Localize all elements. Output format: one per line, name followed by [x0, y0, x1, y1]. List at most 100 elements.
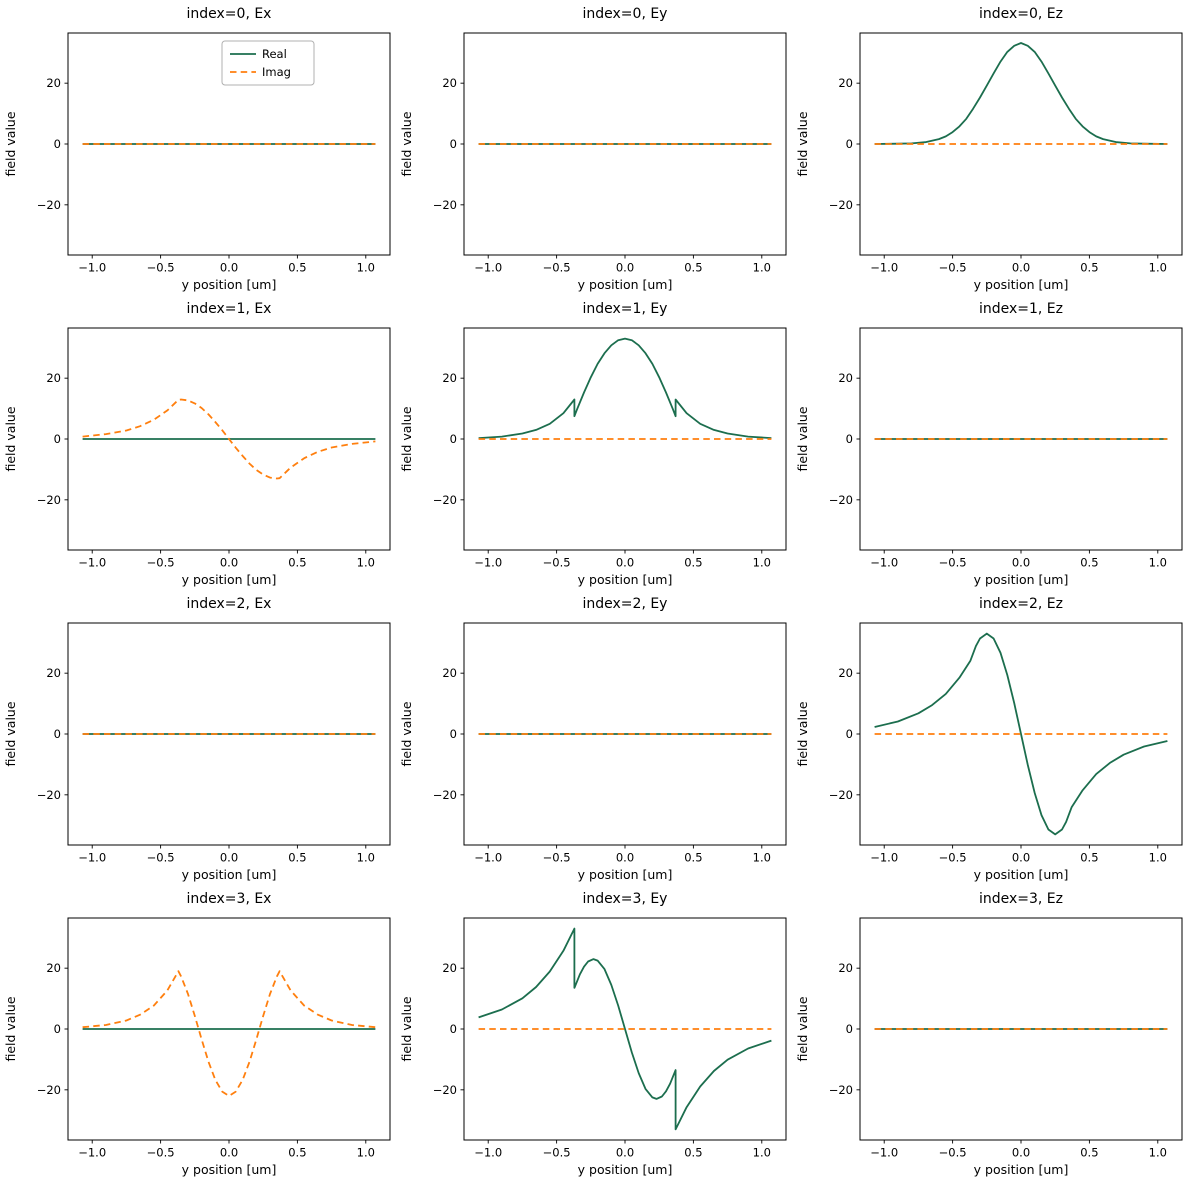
axes-frame: [463, 327, 787, 551]
x-tick-label: 1.0: [1149, 851, 1167, 865]
x-tick-label: 0.0: [220, 851, 238, 865]
legend-box: [221, 40, 315, 86]
axes-frame: [463, 917, 787, 1141]
x-axis-label: y position [um]: [182, 867, 277, 882]
y-tick-label: 20: [442, 961, 457, 975]
x-tick-label: 0.0: [220, 261, 238, 275]
y-axis-label: field value: [3, 406, 18, 471]
x-tick-label: 0.5: [684, 1146, 702, 1160]
y-tick-label: 20: [46, 76, 61, 90]
x-tick-label: 0.0: [616, 556, 634, 570]
axes-frame: [859, 622, 1183, 846]
y-tick-label: −20: [433, 1083, 457, 1097]
x-tick-label: 1.0: [357, 851, 375, 865]
plot-title-index1-ey: index=1, Ey: [582, 301, 668, 317]
subplot-index2-ey: index=2, Ey −1.0 −0.5 0.0 0.5 1.0 −20 0 20 y pos…: [396, 594, 792, 889]
y-axis-label: field value: [399, 701, 414, 766]
y-axis-label: field value: [795, 996, 810, 1061]
axes-frame: [463, 622, 787, 846]
x-axis-label: y position [um]: [578, 572, 673, 587]
plot-axes-index0-ey: −1.0 −0.5 0.0 0.5 1.0 −20 0 20 y position [um] fi…: [399, 32, 787, 292]
x-tick-label: 0.5: [1080, 851, 1098, 865]
plot-title-index3-ex: index=3, Ex: [186, 891, 272, 907]
x-tick-label: 1.0: [357, 1146, 375, 1160]
subplot-index1-ex: index=1, Ex −1.0 −0.5 0.0 0.5 1.0 −20 0 20 y pos…: [0, 299, 396, 594]
subplot-index0-ex: index=0, Ex −1.0 −0.5 0.0 0.5 1.0 −20 0 20 y pos…: [0, 4, 396, 299]
y-tick-label: 20: [46, 371, 61, 385]
subplot-index0-ey: index=0, Ey −1.0 −0.5 0.0 0.5 1.0 −20 0 20 y pos…: [396, 4, 792, 299]
x-tick-label: 1.0: [1149, 261, 1167, 275]
y-axis-label: field value: [399, 406, 414, 471]
y-tick-label: 20: [838, 961, 853, 975]
y-axis-label: field value: [795, 111, 810, 176]
plot-title-index1-ez: index=1, Ez: [978, 301, 1064, 317]
y-tick-label: −20: [829, 493, 853, 507]
y-tick-label: 0: [846, 137, 853, 151]
x-tick-label: 0.0: [616, 261, 634, 275]
x-tick-label: 1.0: [1149, 1146, 1167, 1160]
subplot-index0-ez: index=0, Ez −1.0 −0.5 0.0 0.5 1.0 −20 0 20 y pos…: [792, 4, 1188, 299]
x-tick-label: 0.5: [288, 1146, 306, 1160]
plot-title-index0-ez: index=0, Ez: [978, 6, 1064, 22]
x-axis-label: y position [um]: [182, 1162, 277, 1177]
y-tick-label: −20: [433, 788, 457, 802]
x-tick-label: −1.0: [870, 851, 898, 865]
axes-frame: [67, 327, 391, 551]
x-tick-label: −1.0: [870, 556, 898, 570]
y-tick-label: −20: [37, 493, 61, 507]
plot-title-index2-ey: index=2, Ey: [582, 596, 668, 612]
x-tick-label: 0.0: [220, 1146, 238, 1160]
plot-axes-index2-ex: −1.0 −0.5 0.0 0.5 1.0 −20 0 20 y position [um] fi…: [3, 622, 391, 882]
x-tick-label: −0.5: [147, 261, 175, 275]
x-axis-label: y position [um]: [578, 1162, 673, 1177]
subplot-index3-ez: index=3, Ez −1.0 −0.5 0.0 0.5 1.0 −20 0 20 y pos…: [792, 889, 1188, 1184]
x-tick-label: 0.0: [1012, 851, 1030, 865]
subplot-index2-ez: index=2, Ez −1.0 −0.5 0.0 0.5 1.0 −20 0 20 y pos…: [792, 594, 1188, 889]
x-tick-label: 1.0: [753, 556, 771, 570]
y-tick-label: −20: [37, 1083, 61, 1097]
x-tick-label: 1.0: [357, 556, 375, 570]
x-tick-label: −1.0: [870, 1146, 898, 1160]
x-tick-label: 1.0: [753, 1146, 771, 1160]
series-real-line: [478, 337, 772, 439]
x-tick-label: 0.5: [1080, 556, 1098, 570]
x-tick-label: 0.0: [1012, 1146, 1030, 1160]
axes-frame: [859, 32, 1183, 256]
x-tick-label: 0.0: [220, 556, 238, 570]
y-tick-label: 0: [846, 1022, 853, 1036]
y-axis-label: field value: [399, 111, 414, 176]
plot-axes-index1-ex: −1.0 −0.5 0.0 0.5 1.0 −20 0 20 y position [um] fi…: [3, 327, 391, 587]
subplot-index1-ez: index=1, Ez −1.0 −0.5 0.0 0.5 1.0 −20 0 20 y pos…: [792, 299, 1188, 594]
series-imag-line: [82, 398, 376, 480]
x-tick-label: 0.5: [288, 556, 306, 570]
y-tick-label: 20: [838, 371, 853, 385]
x-tick-label: 0.5: [288, 261, 306, 275]
y-tick-label: 20: [838, 666, 853, 680]
y-axis-label: field value: [3, 111, 18, 176]
y-tick-label: 0: [54, 1022, 61, 1036]
x-tick-label: −0.5: [939, 851, 967, 865]
x-tick-label: −1.0: [474, 851, 502, 865]
x-tick-label: 0.5: [1080, 1146, 1098, 1160]
y-tick-label: 0: [450, 137, 457, 151]
plot-axes-index0-ez: −1.0 −0.5 0.0 0.5 1.0 −20 0 20 y position [um] fi…: [795, 32, 1183, 292]
x-tick-label: 0.5: [684, 261, 702, 275]
x-tick-label: 1.0: [357, 261, 375, 275]
y-tick-label: 0: [846, 727, 853, 741]
x-tick-label: 0.0: [1012, 556, 1030, 570]
x-axis-label: y position [um]: [182, 572, 277, 587]
y-tick-label: 20: [442, 371, 457, 385]
subplot-index2-ex: index=2, Ex −1.0 −0.5 0.0 0.5 1.0 −20 0 20 y pos…: [0, 594, 396, 889]
y-tick-label: 0: [450, 727, 457, 741]
legend-imag-label: Imag: [262, 65, 291, 79]
y-axis-label: field value: [3, 701, 18, 766]
x-tick-label: −1.0: [78, 1146, 106, 1160]
plot-axes-index1-ez: −1.0 −0.5 0.0 0.5 1.0 −20 0 20 y position [um] fi…: [795, 327, 1183, 587]
y-tick-label: 20: [838, 76, 853, 90]
x-axis-label: y position [um]: [974, 572, 1069, 587]
x-tick-label: −0.5: [939, 261, 967, 275]
plot-axes-index3-ex: −1.0 −0.5 0.0 0.5 1.0 −20 0 20 y position [um] fi…: [3, 917, 391, 1177]
y-tick-label: −20: [433, 493, 457, 507]
x-tick-label: 0.0: [616, 851, 634, 865]
